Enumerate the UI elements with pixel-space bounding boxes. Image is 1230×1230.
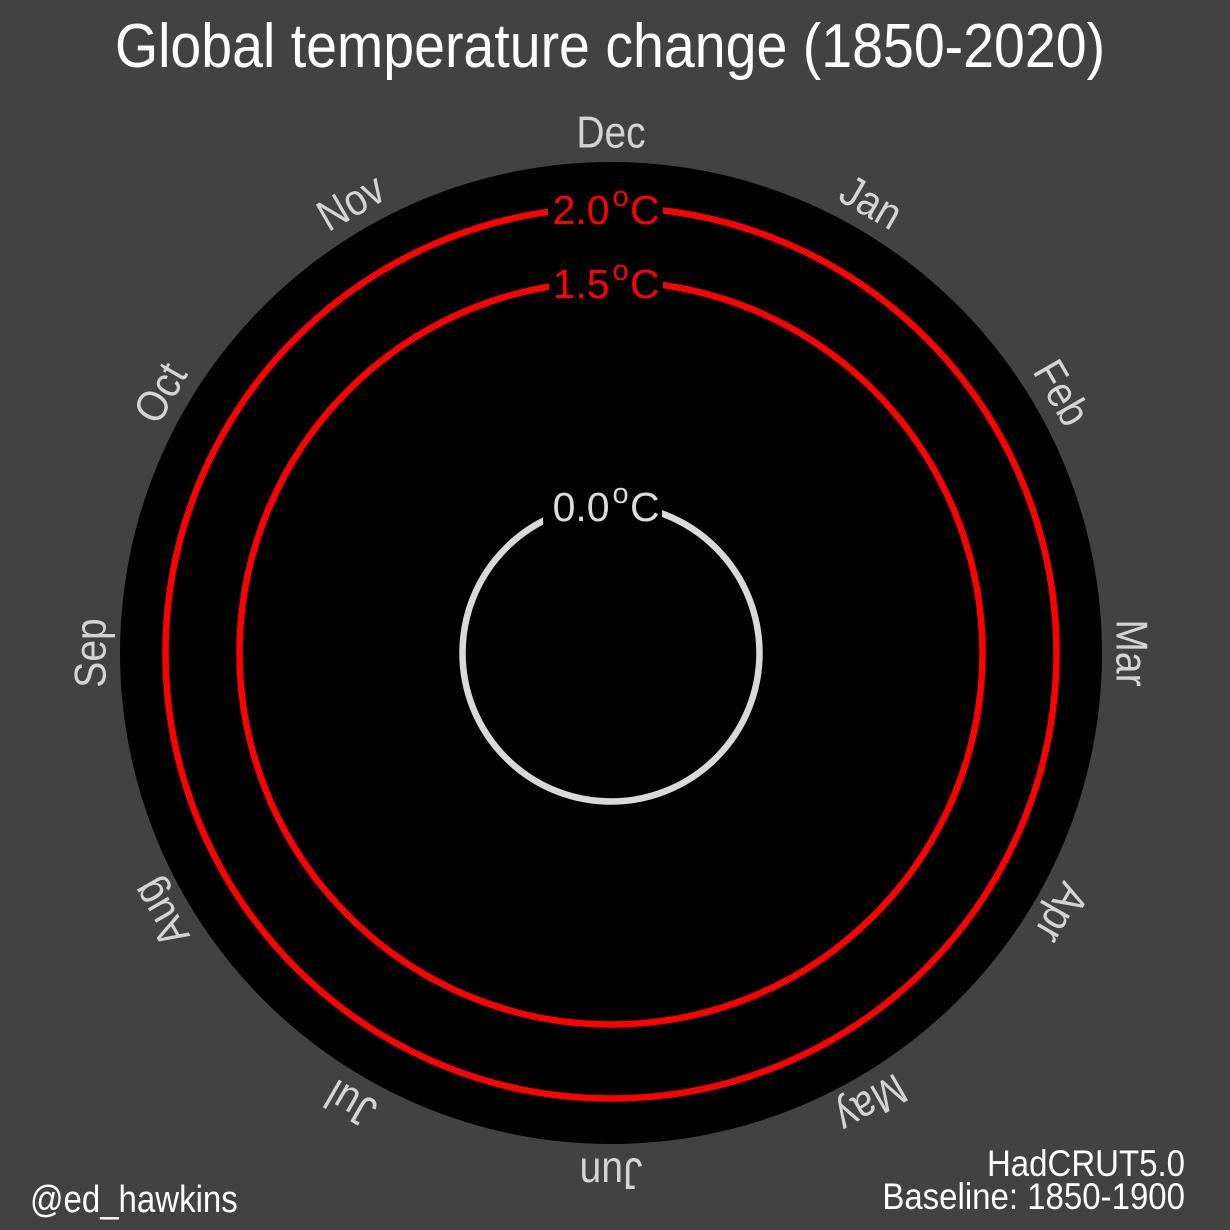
svg-text:0.0oC: 0.0 oC [553,478,660,530]
svg-text:Sep: Sep [65,618,115,687]
svg-text:Dec: Dec [576,107,645,157]
svg-text:Baseline: 1850-1900: Baseline: 1850-1900 [882,1176,1185,1217]
svg-text:@ed_hawkins: @ed_hawkins [30,1179,238,1220]
svg-text:1.5oC: 1.5 oC [553,255,660,307]
svg-text:Global temperature change (185: Global temperature change (1850-2020) [115,12,1105,80]
svg-text:HadCRUT5.0: HadCRUT5.0 [987,1143,1185,1184]
svg-text:Mar: Mar [1107,619,1157,686]
svg-text:Jun: Jun [580,1149,643,1199]
svg-text:2.0oC: 2.0 oC [553,181,660,233]
